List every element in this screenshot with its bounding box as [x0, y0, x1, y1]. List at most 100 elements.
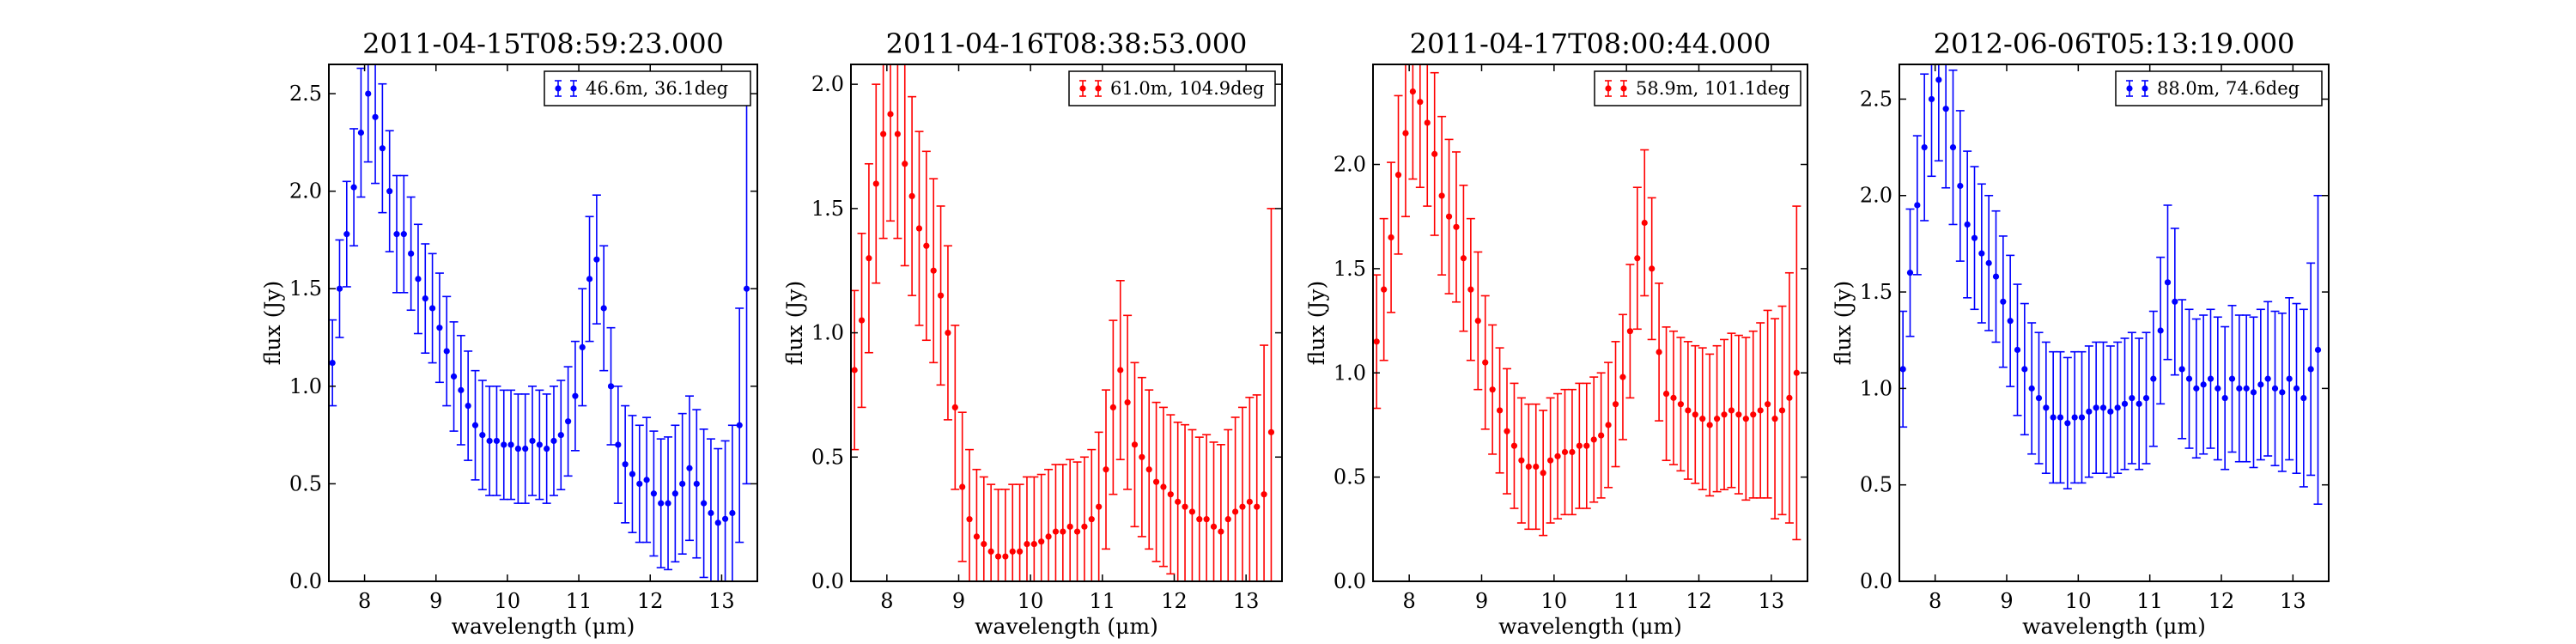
- y-tick-label: 0.0: [1860, 569, 1893, 593]
- data-point: [679, 480, 686, 488]
- data-point: [937, 292, 945, 299]
- data-point: [1692, 411, 1698, 418]
- chart-title: 2011-04-15T08:59:23.000: [362, 27, 724, 60]
- y-tick-label: 0.0: [811, 569, 844, 593]
- data-point: [1985, 259, 1992, 266]
- data-point: [686, 465, 693, 471]
- data-point: [408, 250, 415, 257]
- data-point: [2099, 404, 2107, 411]
- data-point: [1409, 88, 1416, 95]
- data-point: [880, 131, 887, 137]
- data-point: [2157, 327, 2164, 334]
- data-point: [2200, 381, 2207, 388]
- data-point: [1030, 540, 1037, 548]
- data-point: [1728, 407, 1735, 414]
- data-point: [615, 441, 622, 448]
- y-tick-label: 2.5: [289, 82, 322, 106]
- data-point: [1117, 367, 1124, 374]
- axes-frame: [328, 64, 758, 582]
- data-point: [945, 329, 951, 337]
- data-point: [1626, 328, 1633, 335]
- y-tick-label: 1.0: [1334, 361, 1366, 385]
- data-point: [379, 145, 386, 152]
- data-point: [851, 367, 858, 374]
- data-point: [2300, 395, 2307, 402]
- legend-marker: [1079, 85, 1086, 92]
- data-point: [1109, 404, 1116, 411]
- data-point: [1131, 441, 1139, 448]
- data-point: [2136, 400, 2142, 407]
- data-point: [1232, 508, 1239, 515]
- data-point: [357, 129, 365, 137]
- data-point: [2279, 389, 2286, 396]
- chart-panel-4: 8 9 10 11 12 13 0.0 0.5 1.0 1.5 2.0 2.5 2012-06-06T0…: [1831, 27, 2330, 639]
- data-point: [2150, 375, 2157, 382]
- data-point: [450, 373, 458, 380]
- data-point: [2207, 375, 2215, 382]
- data-point: [981, 540, 987, 548]
- data-point: [1073, 528, 1081, 535]
- x-tick-label: 9: [2000, 589, 2013, 613]
- data-point: [1641, 219, 1648, 227]
- data-point: [1793, 369, 1800, 376]
- data-point: [1081, 523, 1088, 530]
- data-point: [2172, 298, 2178, 305]
- data-point: [1224, 516, 1231, 523]
- y-tick-label: 2.0: [1860, 184, 1893, 208]
- data-point: [2129, 395, 2136, 402]
- x-tick-label: 8: [880, 589, 893, 613]
- data-point: [1246, 498, 1253, 505]
- data-point: [550, 437, 557, 445]
- x-tick-label: 12: [1161, 589, 1188, 613]
- data-point: [2243, 385, 2250, 392]
- data-point: [930, 267, 937, 274]
- data-point: [1649, 265, 1656, 272]
- data-point: [458, 386, 465, 393]
- data-point: [2236, 385, 2243, 392]
- data-point: [1489, 386, 1496, 393]
- data-point: [336, 285, 343, 292]
- data-point: [1218, 528, 1224, 535]
- data-point: [2193, 385, 2200, 392]
- data-point: [386, 188, 393, 195]
- data-point: [1971, 234, 1978, 241]
- data-point: [1417, 99, 1424, 106]
- data-point: [1388, 234, 1394, 241]
- data-point: [2178, 366, 2185, 373]
- x-axis-label: wavelength (μm): [975, 614, 1158, 639]
- data-point: [2114, 404, 2121, 411]
- data-point: [607, 383, 615, 390]
- data-point: [2071, 414, 2078, 421]
- data-point: [2000, 298, 2007, 305]
- data-point: [1942, 106, 1949, 112]
- data-point: [1899, 366, 1906, 373]
- data-point: [1634, 255, 1641, 262]
- y-tick-label: 2.5: [1860, 87, 1893, 111]
- data-point: [650, 490, 658, 497]
- data-point: [665, 500, 671, 507]
- data-point: [1786, 394, 1793, 401]
- data-point: [2057, 414, 2064, 421]
- data-point: [372, 113, 379, 120]
- x-tick-label: 11: [1090, 589, 1116, 613]
- data-point: [393, 231, 400, 238]
- data-point: [1957, 182, 1964, 190]
- data-point: [572, 392, 579, 399]
- x-tick-label: 11: [2136, 589, 2163, 613]
- data-point: [565, 418, 572, 425]
- data-point: [1670, 394, 1677, 401]
- legend-marker: [2126, 85, 2133, 92]
- legend-box: [544, 70, 751, 106]
- data-point: [1203, 516, 1210, 523]
- data-point: [2314, 346, 2322, 354]
- data-point: [1261, 491, 1267, 498]
- data-point: [1677, 401, 1685, 408]
- data-point: [1038, 538, 1045, 545]
- x-tick-label: 9: [429, 589, 442, 613]
- x-tick-label: 12: [2208, 589, 2235, 613]
- data-point: [529, 437, 536, 445]
- data-point: [2021, 366, 2028, 373]
- legend-marker: [2142, 85, 2148, 92]
- data-point: [951, 404, 958, 411]
